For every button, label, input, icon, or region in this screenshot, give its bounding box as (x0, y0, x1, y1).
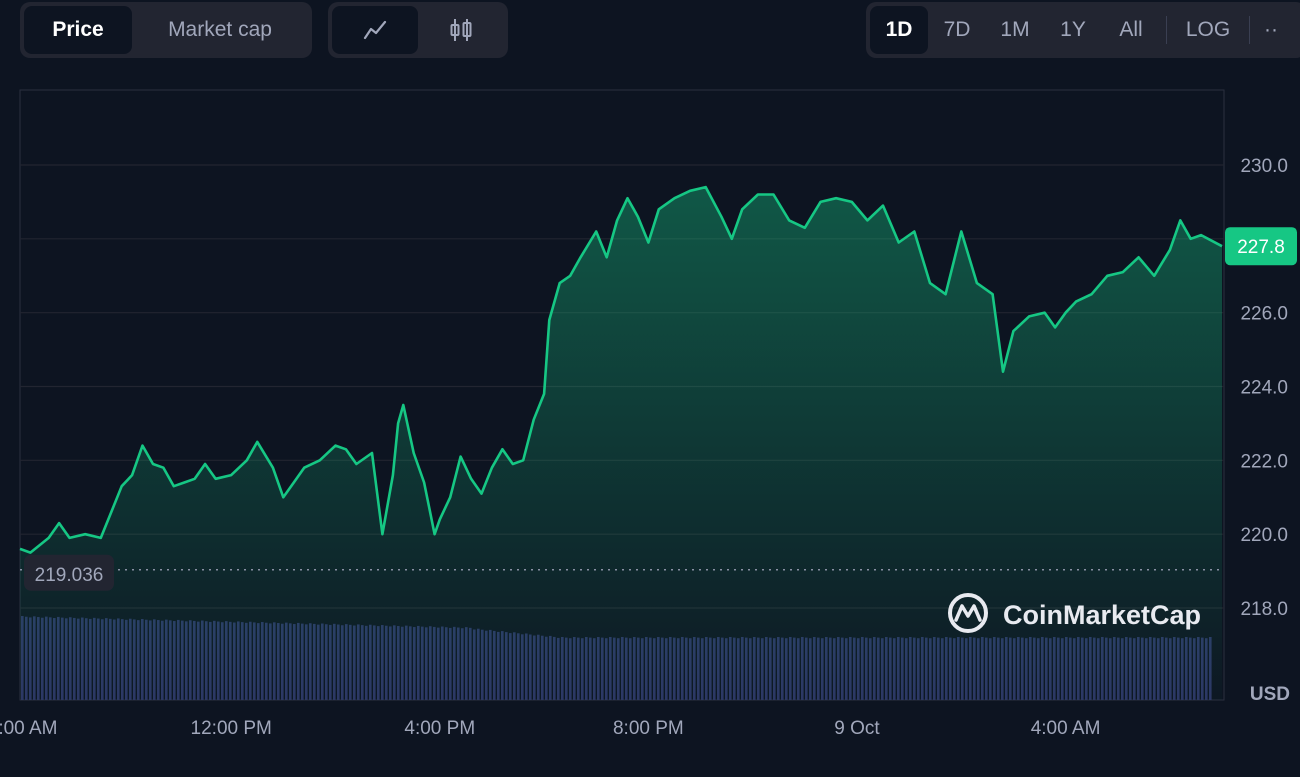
current-price-value: 227.8 (1237, 237, 1285, 258)
y-tick-label: 218.0 (1240, 599, 1288, 620)
candlestick-icon (450, 19, 472, 41)
x-axis: 8:00 AM 12:00 PM 4:00 PM 8:00 PM 9 Oct 4:00 A… (0, 718, 1100, 739)
tab-market-cap[interactable]: Market cap (168, 18, 272, 41)
y-tick-label: 230.0 (1240, 156, 1288, 177)
line-chart-icon (363, 20, 387, 40)
tab-price[interactable]: Price (24, 6, 132, 54)
open-price-label: 219.036 (24, 554, 114, 591)
metric-toggle: Price Market cap (20, 2, 312, 58)
open-price-value: 219.036 (35, 565, 104, 586)
x-tick-label: 8:00 AM (0, 718, 57, 739)
toolbar-divider (1166, 16, 1167, 44)
log-scale-button[interactable]: LOG (1185, 18, 1231, 41)
x-tick-label: 4:00 AM (1031, 718, 1101, 739)
more-options-button[interactable]: ·· (1264, 18, 1278, 41)
x-tick-label: 12:00 PM (191, 718, 272, 739)
y-tick-label: 222.0 (1240, 451, 1288, 472)
coinmarketcap-watermark: CoinMarketCap (948, 593, 1201, 633)
range-1y[interactable]: 1Y (1060, 18, 1086, 41)
y-tick-label: 224.0 (1240, 378, 1288, 399)
price-area-fill (20, 187, 1222, 701)
y-tick-label: 226.0 (1240, 304, 1288, 325)
range-all[interactable]: All (1119, 18, 1143, 41)
time-range-toggle: 1D 7D 1M 1Y All LOG ·· (866, 2, 1300, 58)
coinmarketcap-logo-icon (948, 593, 988, 633)
watermark-text: CoinMarketCap (1003, 600, 1201, 630)
current-price-badge: 227.8 (1225, 227, 1297, 266)
range-1m[interactable]: 1M (1000, 18, 1030, 41)
price-line (19, 185, 1223, 554)
chart-type-toggle (328, 2, 508, 58)
range-7d[interactable]: 7D (943, 18, 971, 41)
line-chart-button[interactable] (332, 6, 418, 54)
currency-label: USD (1250, 684, 1290, 705)
candlestick-button[interactable] (418, 6, 504, 54)
x-tick-label: 4:00 PM (404, 718, 475, 739)
x-tick-label: 8:00 PM (613, 718, 684, 739)
range-1d[interactable]: 1D (870, 6, 928, 54)
toolbar-divider (1249, 16, 1250, 44)
x-tick-label: 9 Oct (834, 718, 880, 739)
y-tick-label: 220.0 (1240, 525, 1288, 546)
